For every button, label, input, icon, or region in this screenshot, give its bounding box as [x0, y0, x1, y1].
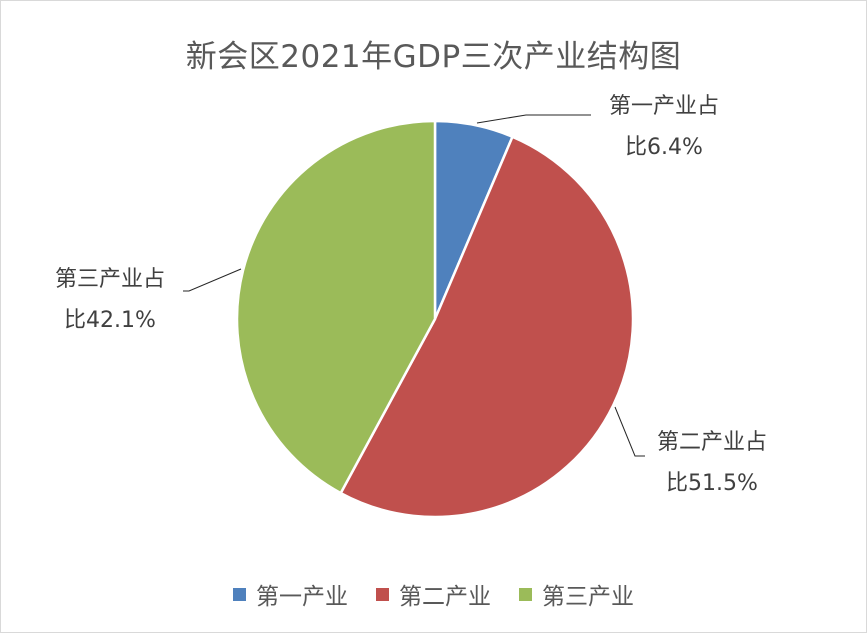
label-tertiary-line2: 比42.1%	[64, 308, 156, 333]
leader-line-secondary	[614, 406, 645, 457]
label-tertiary-line1: 第三产业占	[55, 267, 165, 292]
legend-swatch-tertiary	[519, 587, 532, 601]
label-secondary-line1: 第二产业占	[657, 430, 767, 455]
legend-label-tertiary: 第三产业	[542, 584, 634, 610]
legend-item-tertiary: 第三产业	[519, 577, 634, 611]
leader-lines	[183, 114, 645, 457]
legend: 第一产业 第二产业 第三产业	[1, 577, 866, 611]
pie-slices	[235, 119, 635, 519]
slice-secondary	[339, 135, 635, 519]
legend-label-primary: 第一产业	[256, 584, 348, 610]
label-primary-line1: 第一产业占	[609, 94, 719, 119]
legend-swatch-primary	[233, 587, 246, 601]
chart-title: 新会区2021年GDP三次产业结构图	[185, 39, 682, 75]
legend-item-primary: 第一产业	[233, 577, 348, 611]
legend-item-secondary: 第二产业	[376, 577, 491, 611]
slice-tertiary	[235, 119, 437, 495]
label-secondary-line2: 比51.5%	[666, 471, 758, 496]
label-primary-line2: 比6.4%	[625, 135, 703, 160]
legend-swatch-secondary	[376, 587, 389, 601]
legend-label-secondary: 第二产业	[399, 584, 491, 610]
leader-line-tertiary	[183, 268, 242, 292]
leader-line-primary	[476, 114, 591, 124]
